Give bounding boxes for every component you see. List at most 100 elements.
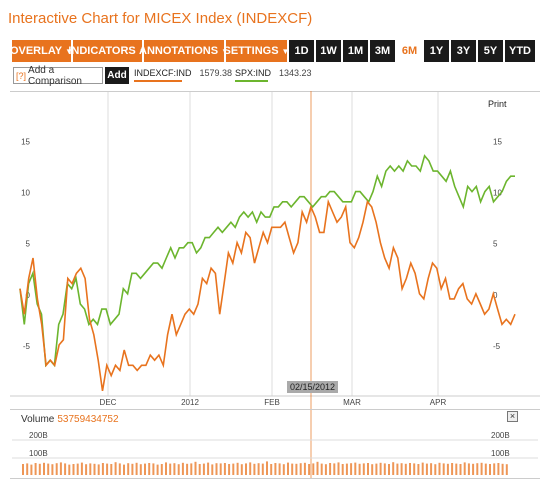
range-1m-button[interactable]: 1M — [343, 40, 368, 62]
volume-bar — [299, 463, 302, 475]
volume-bar — [127, 463, 130, 475]
volume-bar — [388, 464, 390, 475]
volume-bar — [350, 463, 353, 475]
volume-tick-label-right: 100B — [491, 449, 510, 458]
volume-bar — [358, 463, 361, 475]
volume-bar — [320, 463, 323, 475]
volume-frame — [10, 409, 540, 479]
volume-bar — [249, 462, 252, 475]
volume-bar — [118, 463, 121, 475]
volume-bar — [493, 463, 496, 475]
add-comparison-button[interactable]: Add — [105, 67, 129, 84]
range-3y-button[interactable]: 3Y — [451, 40, 476, 62]
volume-bar — [266, 461, 268, 475]
volume-bar — [400, 463, 403, 475]
volume-bar — [59, 462, 62, 475]
close-icon[interactable]: × — [507, 411, 518, 422]
volume-bar — [43, 462, 45, 475]
x-tick-label: 2012 — [181, 398, 199, 407]
volume-bar — [240, 464, 243, 475]
volume-bar — [85, 464, 88, 475]
volume-bar — [472, 463, 475, 475]
volume-bar — [480, 462, 483, 475]
volume-bar — [101, 463, 104, 475]
volume-bar — [430, 463, 433, 475]
volume-bar — [110, 464, 113, 475]
settings-menu[interactable]: SETTINGS ▼ — [224, 40, 290, 62]
volume-bar — [38, 463, 41, 475]
volume-bar — [451, 463, 454, 475]
volume-bar — [459, 464, 462, 475]
volume-bar — [80, 462, 83, 475]
volume-label: Volume 53759434752 — [21, 414, 119, 425]
volume-bar — [404, 463, 407, 475]
volume-bar — [476, 463, 479, 475]
range-ytd-button[interactable]: YTD — [505, 40, 535, 62]
volume-bar — [425, 463, 428, 475]
chevron-down-icon: ▼ — [221, 47, 229, 56]
range-1w-button[interactable]: 1W — [316, 40, 341, 62]
y-tick-label-right: -5 — [493, 342, 501, 351]
range-6m-button[interactable]: 6M — [397, 40, 422, 62]
legend-label: INDEXCF:IND — [134, 68, 192, 78]
volume-bar — [324, 464, 327, 475]
volume-bar — [392, 462, 395, 475]
volume-value: 53759434752 — [57, 414, 119, 425]
volume-bar — [47, 463, 50, 475]
legend-item-spx[interactable]: SPX:IND 1343.23 — [235, 68, 312, 82]
volume-bars — [22, 461, 508, 475]
volume-bar — [489, 464, 491, 475]
comparison-input[interactable]: [?] Add a Comparison — [13, 65, 103, 87]
volume-bar — [329, 463, 332, 475]
volume-bar — [484, 463, 487, 475]
volume-bar — [467, 463, 470, 475]
legend-value: 1579.38 — [199, 68, 233, 78]
volume-bar — [421, 462, 424, 475]
y-tick-label-left: 15 — [21, 137, 30, 146]
volume-bar — [89, 463, 92, 475]
volume-bar — [409, 463, 411, 475]
volume-bar — [160, 464, 163, 475]
volume-bar — [442, 463, 445, 475]
overlay-menu[interactable]: OVERLAY ▼ — [10, 40, 74, 62]
chevron-down-icon: ▼ — [281, 46, 290, 56]
volume-bar — [312, 463, 315, 475]
volume-bar — [156, 464, 159, 475]
volume-bar — [232, 463, 235, 475]
page-title: Interactive Chart for MICEX Index (INDEX… — [8, 10, 313, 27]
volume-bar — [367, 463, 369, 475]
x-tick-label: MAR — [343, 398, 361, 407]
range-1d-button[interactable]: 1D — [289, 40, 314, 62]
volume-bar — [223, 463, 226, 475]
legend-swatch — [134, 80, 182, 82]
volume-bar — [316, 461, 319, 475]
range-5y-button[interactable]: 5Y — [478, 40, 503, 62]
print-button[interactable]: Print — [488, 99, 507, 109]
indicators-menu[interactable]: INDICATORS ▼ — [68, 40, 147, 62]
legend-item-indexcf[interactable]: INDEXCF:IND 1579.38 — [134, 68, 233, 82]
y-axis-right: 15 10 5 0 -5 — [493, 137, 502, 350]
compare-row: [?] Add a Comparison Add — [13, 65, 129, 87]
volume-tick-label-left: 100B — [29, 449, 48, 458]
volume-bar — [274, 463, 277, 475]
range-3m-button[interactable]: 3M — [370, 40, 395, 62]
indicators-menu-label: INDICATORS — [68, 45, 136, 57]
volume-bar — [215, 463, 218, 475]
volume-bar — [181, 462, 184, 475]
help-icon[interactable]: [?] — [16, 70, 27, 81]
volume-bar — [270, 464, 273, 475]
volume-bar — [34, 463, 37, 475]
range-1y-button[interactable]: 1Y — [424, 40, 449, 62]
help-icon-glyph: ? — [18, 70, 24, 81]
annotations-menu[interactable]: ANNOTATIONS▼ — [139, 40, 229, 62]
chevron-down-icon: ▼ — [65, 46, 74, 56]
volume-bar — [354, 462, 357, 475]
y-tick-label-left: 10 — [21, 189, 30, 198]
volume-bar — [379, 462, 382, 475]
volume-bar — [371, 464, 374, 475]
volume-bar — [446, 463, 449, 475]
volume-bar — [362, 463, 365, 475]
volume-bar — [186, 463, 189, 475]
volume-bar — [152, 463, 155, 475]
volume-bar — [123, 464, 125, 475]
